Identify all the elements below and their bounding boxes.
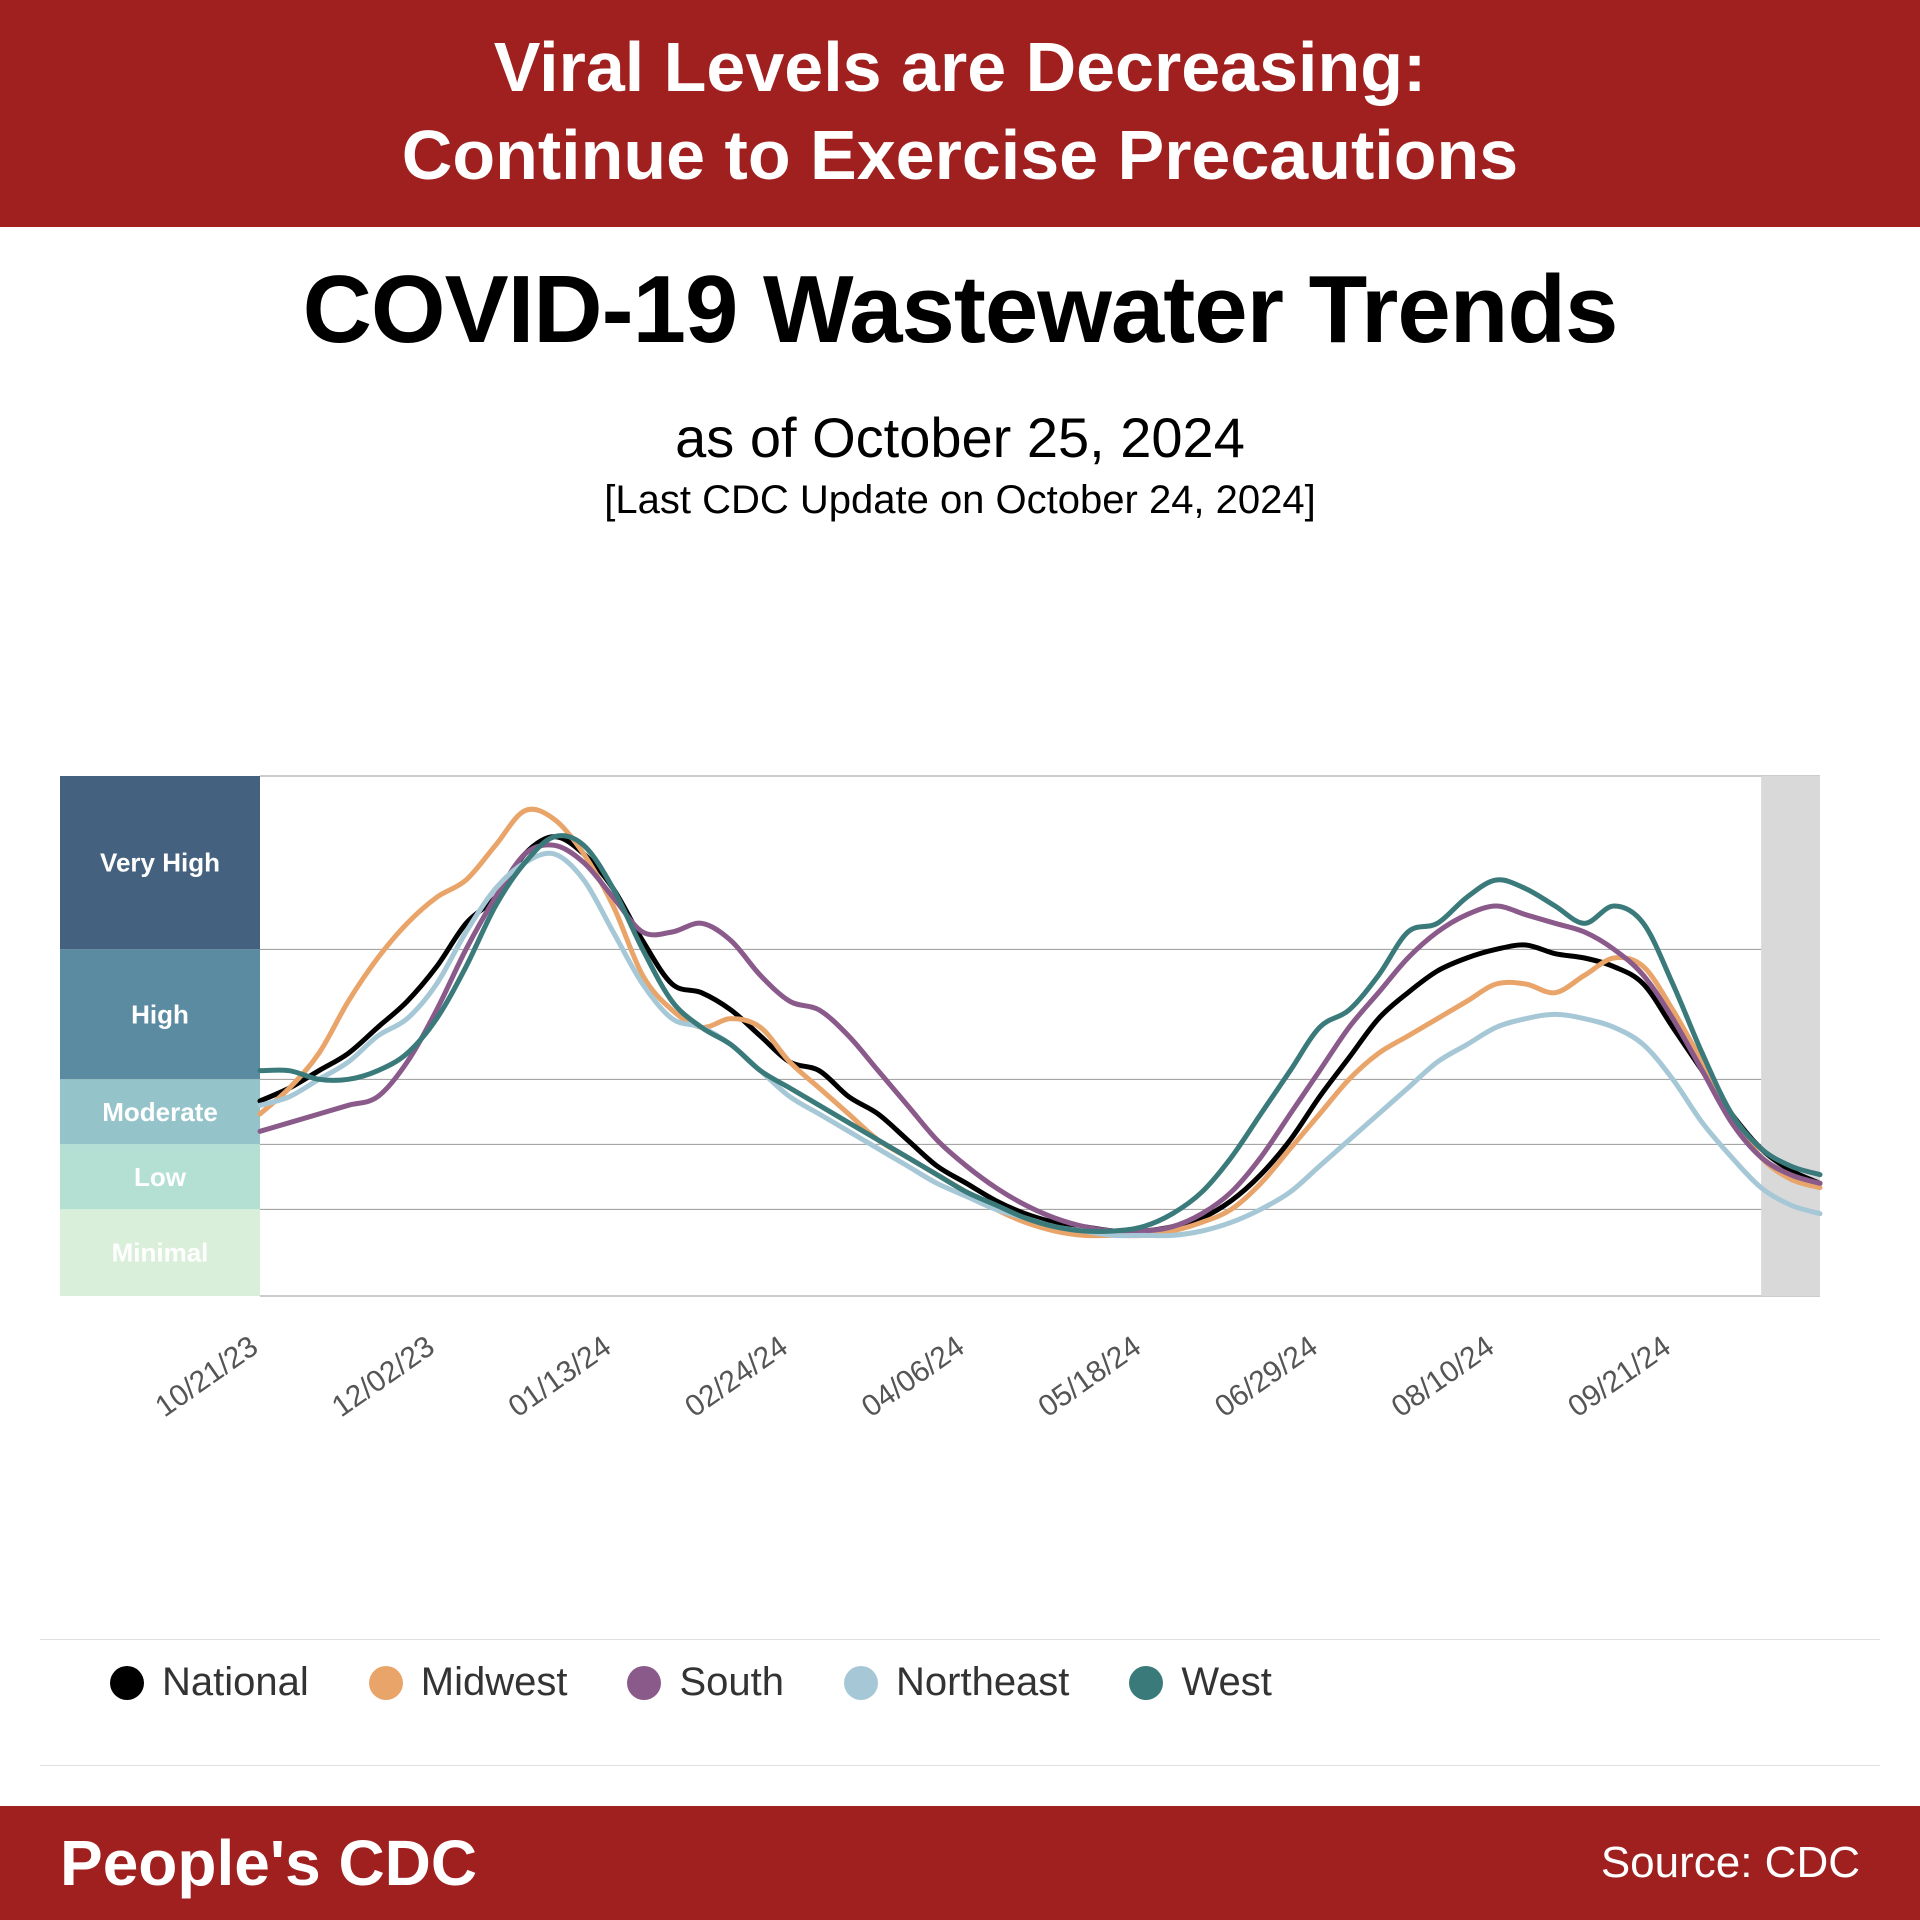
x-tick-label: 02/24/24 — [679, 1330, 794, 1424]
legend-label: National — [162, 1660, 309, 1705]
uncertainty-band — [1761, 776, 1820, 1296]
bottom-banner: People's CDC Source: CDC — [0, 1806, 1920, 1920]
x-tick-label: 08/10/24 — [1386, 1330, 1501, 1424]
top-banner: Viral Levels are Decreasing: Continue to… — [0, 0, 1920, 227]
x-tick-label: 06/29/24 — [1209, 1330, 1324, 1424]
org-name: People's CDC — [60, 1826, 477, 1900]
x-tick-label: 05/18/24 — [1032, 1330, 1147, 1424]
legend: National Midwest South Northeast West — [40, 1639, 1880, 1766]
x-tick-label: 01/13/24 — [503, 1330, 618, 1424]
legend-label: West — [1181, 1660, 1271, 1705]
data-source: Source: CDC — [1601, 1838, 1860, 1888]
y-band-label: Low — [134, 1162, 187, 1192]
chart-area: Very High High Moderate Low Minimal 10/21/23 1… — [0, 533, 1920, 1639]
x-tick: 09/21/24 — [1562, 1330, 1677, 1424]
legend-item: West — [1129, 1660, 1271, 1705]
subtitle-date: as of October 25, 2024 — [40, 405, 1880, 470]
legend-label: Midwest — [421, 1660, 568, 1705]
wastewater-line-chart: Very High High Moderate Low Minimal 10/21/23 1… — [60, 633, 1860, 1619]
x-tick: 04/06/24 — [856, 1330, 971, 1424]
x-tick: 05/18/24 — [1032, 1330, 1147, 1424]
subtitle-update: [Last CDC Update on October 24, 2024] — [40, 478, 1880, 523]
x-tick: 10/21/23 — [149, 1330, 264, 1424]
legend-label: South — [679, 1660, 784, 1705]
title-block: COVID-19 Wastewater Trends as of October… — [0, 227, 1920, 533]
x-tick: 06/29/24 — [1209, 1330, 1324, 1424]
legend-item: Northeast — [844, 1660, 1069, 1705]
legend-item: Midwest — [369, 1660, 568, 1705]
series-line — [260, 809, 1820, 1235]
legend-dot — [844, 1666, 878, 1700]
x-tick-label: 10/21/23 — [149, 1330, 264, 1424]
legend-dot — [369, 1666, 403, 1700]
legend-dot — [627, 1666, 661, 1700]
y-band-label: High — [131, 999, 189, 1029]
y-band-label: Minimal — [112, 1238, 209, 1268]
x-tick-label: 04/06/24 — [856, 1330, 971, 1424]
y-band-label: Moderate — [102, 1097, 218, 1127]
x-tick: 12/02/23 — [326, 1330, 441, 1424]
page-root: Viral Levels are Decreasing: Continue to… — [0, 0, 1920, 1920]
x-tick: 01/13/24 — [503, 1330, 618, 1424]
banner-line-1: Viral Levels are Decreasing: — [40, 24, 1880, 112]
banner-line-2: Continue to Exercise Precautions — [40, 112, 1880, 200]
legend-label: Northeast — [896, 1660, 1069, 1705]
x-tick-label: 09/21/24 — [1562, 1330, 1677, 1424]
legend-dot — [110, 1666, 144, 1700]
x-tick: 02/24/24 — [679, 1330, 794, 1424]
legend-dot — [1129, 1666, 1163, 1700]
subtitle-wrap: as of October 25, 2024 [Last CDC Update … — [40, 405, 1880, 523]
chart-title: COVID-19 Wastewater Trends — [40, 255, 1880, 365]
legend-item: National — [110, 1660, 309, 1705]
x-tick-label: 12/02/23 — [326, 1330, 441, 1424]
x-tick: 08/10/24 — [1386, 1330, 1501, 1424]
y-band-label: Very High — [100, 848, 220, 878]
series-line — [260, 845, 1820, 1232]
legend-item: South — [627, 1660, 784, 1705]
